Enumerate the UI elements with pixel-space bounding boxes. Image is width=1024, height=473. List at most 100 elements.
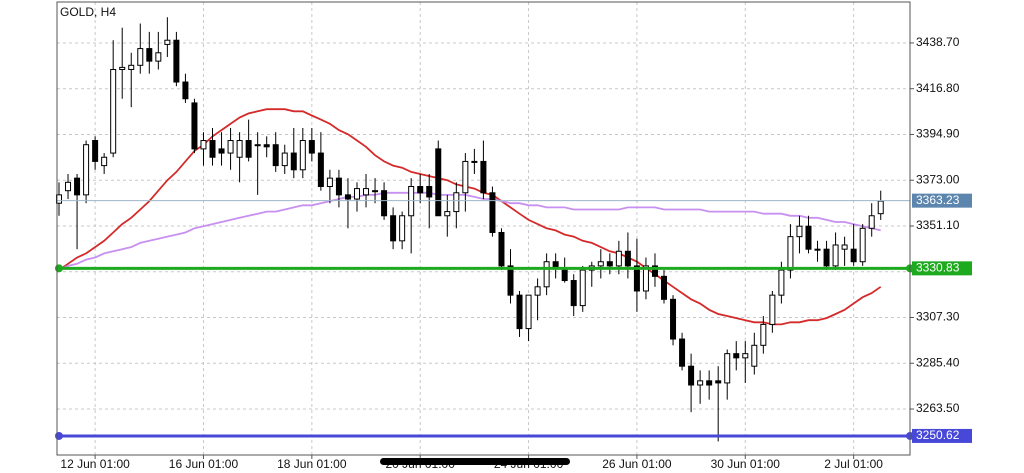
y-tick-label: 3373.00 [916,172,960,186]
marks [55,17,914,442]
candle-body [841,244,848,250]
moving-average [58,191,881,271]
candle-body [399,215,406,242]
chart-title: GOLD, H4 [60,5,116,19]
candle-body [236,140,243,158]
candle-body [850,248,857,263]
candle-body [353,188,360,200]
x-tick-label: 16 Jun 01:00 [169,457,239,471]
candle-body [724,353,731,384]
candle-body [534,286,541,296]
candle-body [661,275,668,300]
candle-body [525,294,532,330]
candle-body [218,148,225,154]
candle-body [715,380,722,384]
candle-body [417,186,424,194]
candle-body [688,365,695,386]
candle-body [74,177,81,196]
candle-body [146,48,153,62]
candle-body [859,227,866,263]
candle-body [615,250,622,267]
candle-body [787,236,794,271]
candle-body [480,160,487,194]
candle-body [173,39,180,83]
candle-body [164,39,171,45]
candle-body [733,353,740,359]
y-tick-label: 3416.80 [916,81,960,95]
candle-body [516,294,523,330]
price-label-box [912,428,972,443]
candle-body [281,152,288,167]
candle-body [155,52,162,62]
y-tick-label: 3351.10 [916,218,960,232]
candle-body [299,140,306,171]
candle-body [561,267,568,282]
labels: 3263.503285.403307.303329.203351.103373.… [60,35,972,471]
candle-body [670,298,677,340]
candle-body [462,160,469,194]
candle-body [317,152,324,188]
candle-body [92,140,99,162]
candle-body [507,265,514,296]
candle-body [128,64,135,70]
candle-body [381,190,388,217]
candle-body [444,211,451,217]
candle-body [760,323,767,346]
candle-body [254,144,261,147]
candle-body [814,248,821,251]
y-tick-label: 3307.30 [916,310,960,324]
candle-body [606,261,613,267]
candle-body [65,181,72,192]
price-label-box [912,193,972,208]
candle-body [209,140,216,158]
candle-body [372,190,379,193]
candle-body [308,140,315,154]
candle-body [633,265,640,292]
candle-body [489,192,496,233]
candle-body [624,250,631,267]
candle-body [227,140,234,154]
candle-body [778,269,785,296]
candle-body [868,215,875,229]
candle-body [597,261,604,267]
candle-body [570,280,577,307]
candle-body [751,344,758,367]
candle-body [83,144,90,196]
candle-body [335,177,342,196]
candle-body [498,231,505,267]
price-label: 3363.23 [916,193,960,207]
price-label-box [912,261,972,276]
price-line-handle [55,264,63,273]
candle-body [110,68,117,154]
candle-body [200,140,207,150]
candle-body [697,380,704,386]
y-tick-label: 3438.70 [916,35,960,49]
candle-body [101,156,108,167]
y-tick-label: 3394.90 [916,127,960,141]
candle-body [706,380,713,386]
candle-body [877,200,884,215]
x-tick-label: 12 Jun 01:00 [60,457,130,471]
candle-body [182,81,189,100]
candle-body [832,244,839,267]
price-line-handle [55,431,63,440]
candle-body [579,269,586,307]
candle-body [426,186,433,198]
candle-body [679,338,686,367]
candle-body [326,177,333,188]
candle-body [119,66,126,70]
grid [57,2,914,459]
y-tick-label: 3263.50 [916,401,960,415]
candle-body [769,294,776,325]
candle-body [543,261,550,288]
candle-body [823,248,830,267]
price-label: 3250.62 [916,428,960,442]
candle-body [471,160,478,163]
home-indicator [380,458,570,465]
x-tick-label: 30 Jun 01:00 [711,457,781,471]
candle-body [245,140,252,158]
candle-body [263,144,270,148]
candle-body [651,265,658,277]
candle-body [272,144,279,167]
candle-body [642,265,649,292]
